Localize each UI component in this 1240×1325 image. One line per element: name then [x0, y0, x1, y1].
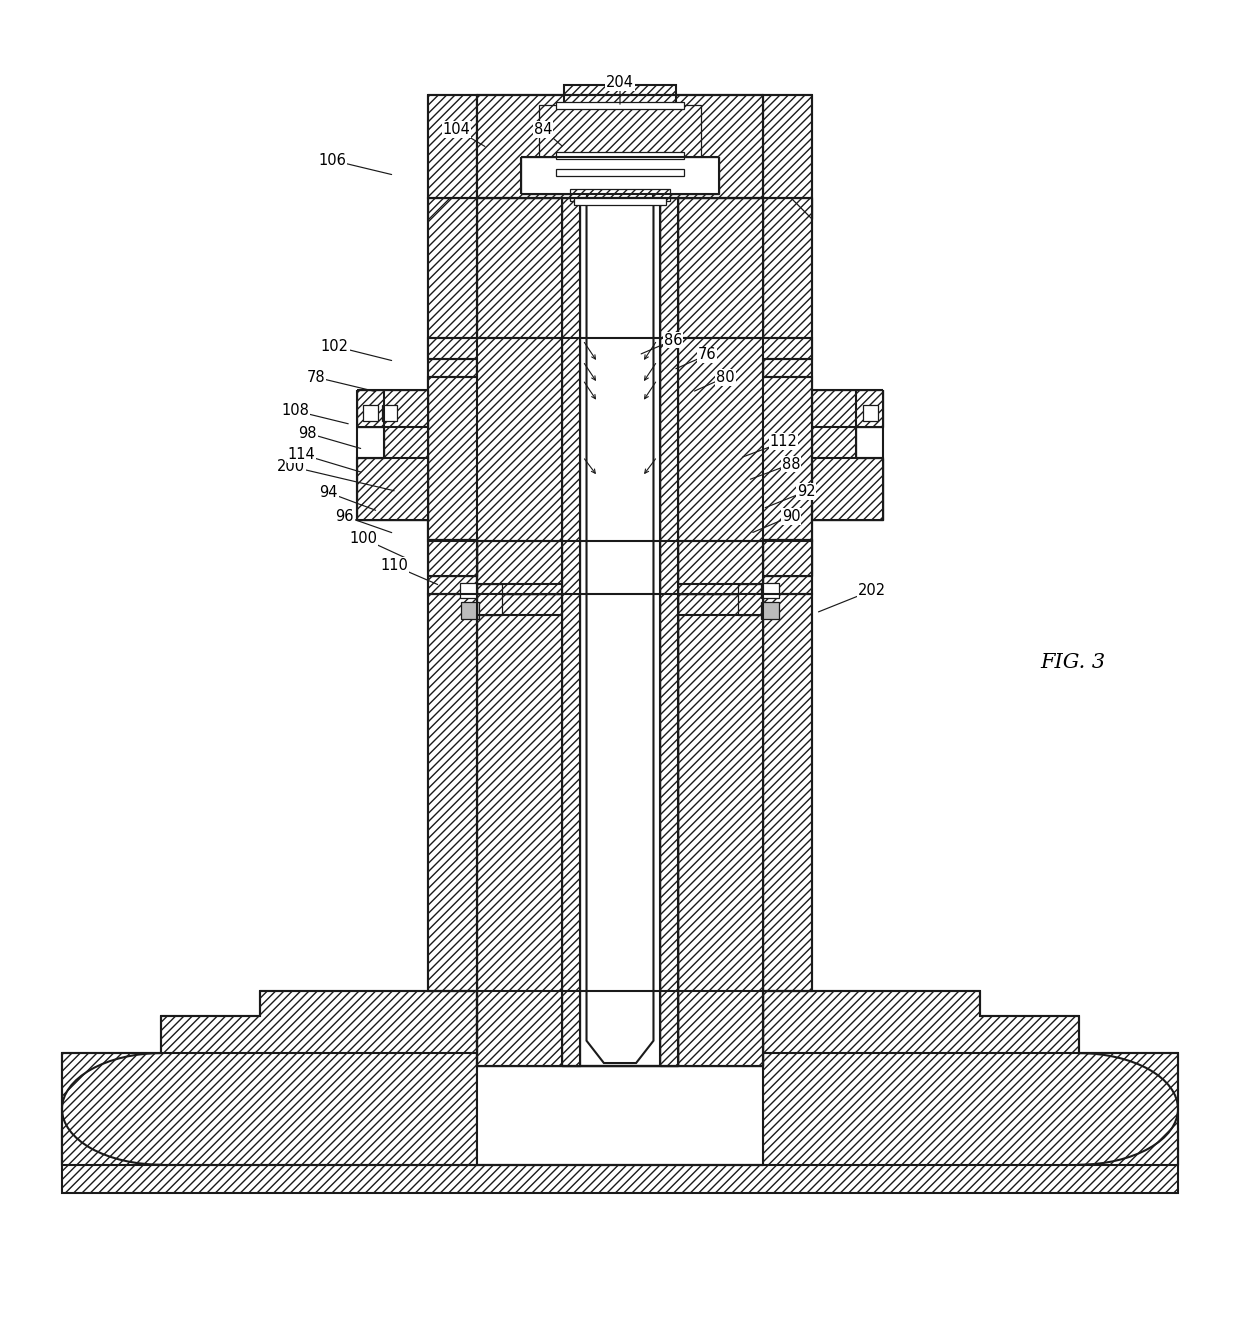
- Text: 200: 200: [278, 458, 305, 474]
- Polygon shape: [428, 197, 449, 219]
- Bar: [539, 105, 701, 172]
- Text: 94: 94: [320, 485, 337, 500]
- Text: 76: 76: [697, 347, 717, 363]
- Bar: [660, 197, 678, 1065]
- Polygon shape: [477, 595, 562, 1065]
- Text: 88: 88: [782, 457, 800, 472]
- Text: 90: 90: [781, 509, 801, 523]
- Text: 78: 78: [306, 370, 326, 384]
- Text: FIG. 3: FIG. 3: [1040, 653, 1105, 672]
- Polygon shape: [678, 595, 763, 1065]
- Bar: [562, 197, 580, 1065]
- Polygon shape: [477, 197, 562, 595]
- Polygon shape: [763, 991, 1178, 1165]
- Bar: [461, 602, 479, 619]
- Bar: [460, 583, 477, 598]
- Text: 96: 96: [336, 509, 353, 523]
- Polygon shape: [763, 595, 812, 991]
- Polygon shape: [62, 991, 477, 1165]
- Bar: [863, 404, 878, 421]
- Polygon shape: [562, 595, 580, 1065]
- Polygon shape: [428, 338, 812, 541]
- Text: 114: 114: [288, 447, 315, 461]
- Text: 102: 102: [321, 339, 348, 354]
- Bar: [580, 197, 660, 1065]
- Text: 100: 100: [350, 531, 377, 546]
- Bar: [556, 170, 684, 176]
- Bar: [62, 1129, 1178, 1194]
- Bar: [477, 584, 502, 615]
- Bar: [556, 151, 684, 159]
- Text: 80: 80: [715, 370, 735, 384]
- Text: 112: 112: [770, 435, 797, 449]
- Polygon shape: [428, 94, 477, 197]
- Text: 202: 202: [858, 583, 885, 598]
- Text: 92: 92: [796, 484, 816, 500]
- Polygon shape: [587, 193, 653, 1063]
- Polygon shape: [812, 390, 883, 519]
- Text: 104: 104: [443, 122, 470, 136]
- Bar: [763, 538, 812, 575]
- Bar: [428, 538, 477, 575]
- Polygon shape: [763, 94, 812, 197]
- Text: 108: 108: [281, 403, 309, 419]
- Bar: [574, 197, 666, 205]
- Polygon shape: [791, 197, 812, 219]
- Text: 110: 110: [381, 558, 408, 574]
- Text: 204: 204: [606, 74, 634, 90]
- Polygon shape: [357, 390, 428, 519]
- Text: 84: 84: [534, 122, 552, 136]
- Polygon shape: [660, 595, 678, 1065]
- Bar: [570, 189, 670, 201]
- Polygon shape: [428, 595, 477, 991]
- Bar: [521, 156, 719, 193]
- Polygon shape: [763, 197, 812, 595]
- Polygon shape: [812, 458, 883, 519]
- Bar: [564, 85, 676, 105]
- Bar: [382, 404, 397, 421]
- Text: 106: 106: [319, 152, 346, 168]
- Text: 86: 86: [665, 333, 682, 347]
- Polygon shape: [678, 197, 763, 595]
- Bar: [477, 991, 763, 1165]
- Bar: [363, 404, 378, 421]
- Polygon shape: [428, 197, 477, 595]
- Bar: [738, 584, 763, 615]
- Polygon shape: [477, 94, 763, 197]
- Bar: [761, 583, 779, 598]
- Bar: [761, 602, 779, 619]
- Bar: [556, 102, 684, 110]
- Polygon shape: [357, 458, 428, 519]
- Text: 98: 98: [299, 425, 316, 441]
